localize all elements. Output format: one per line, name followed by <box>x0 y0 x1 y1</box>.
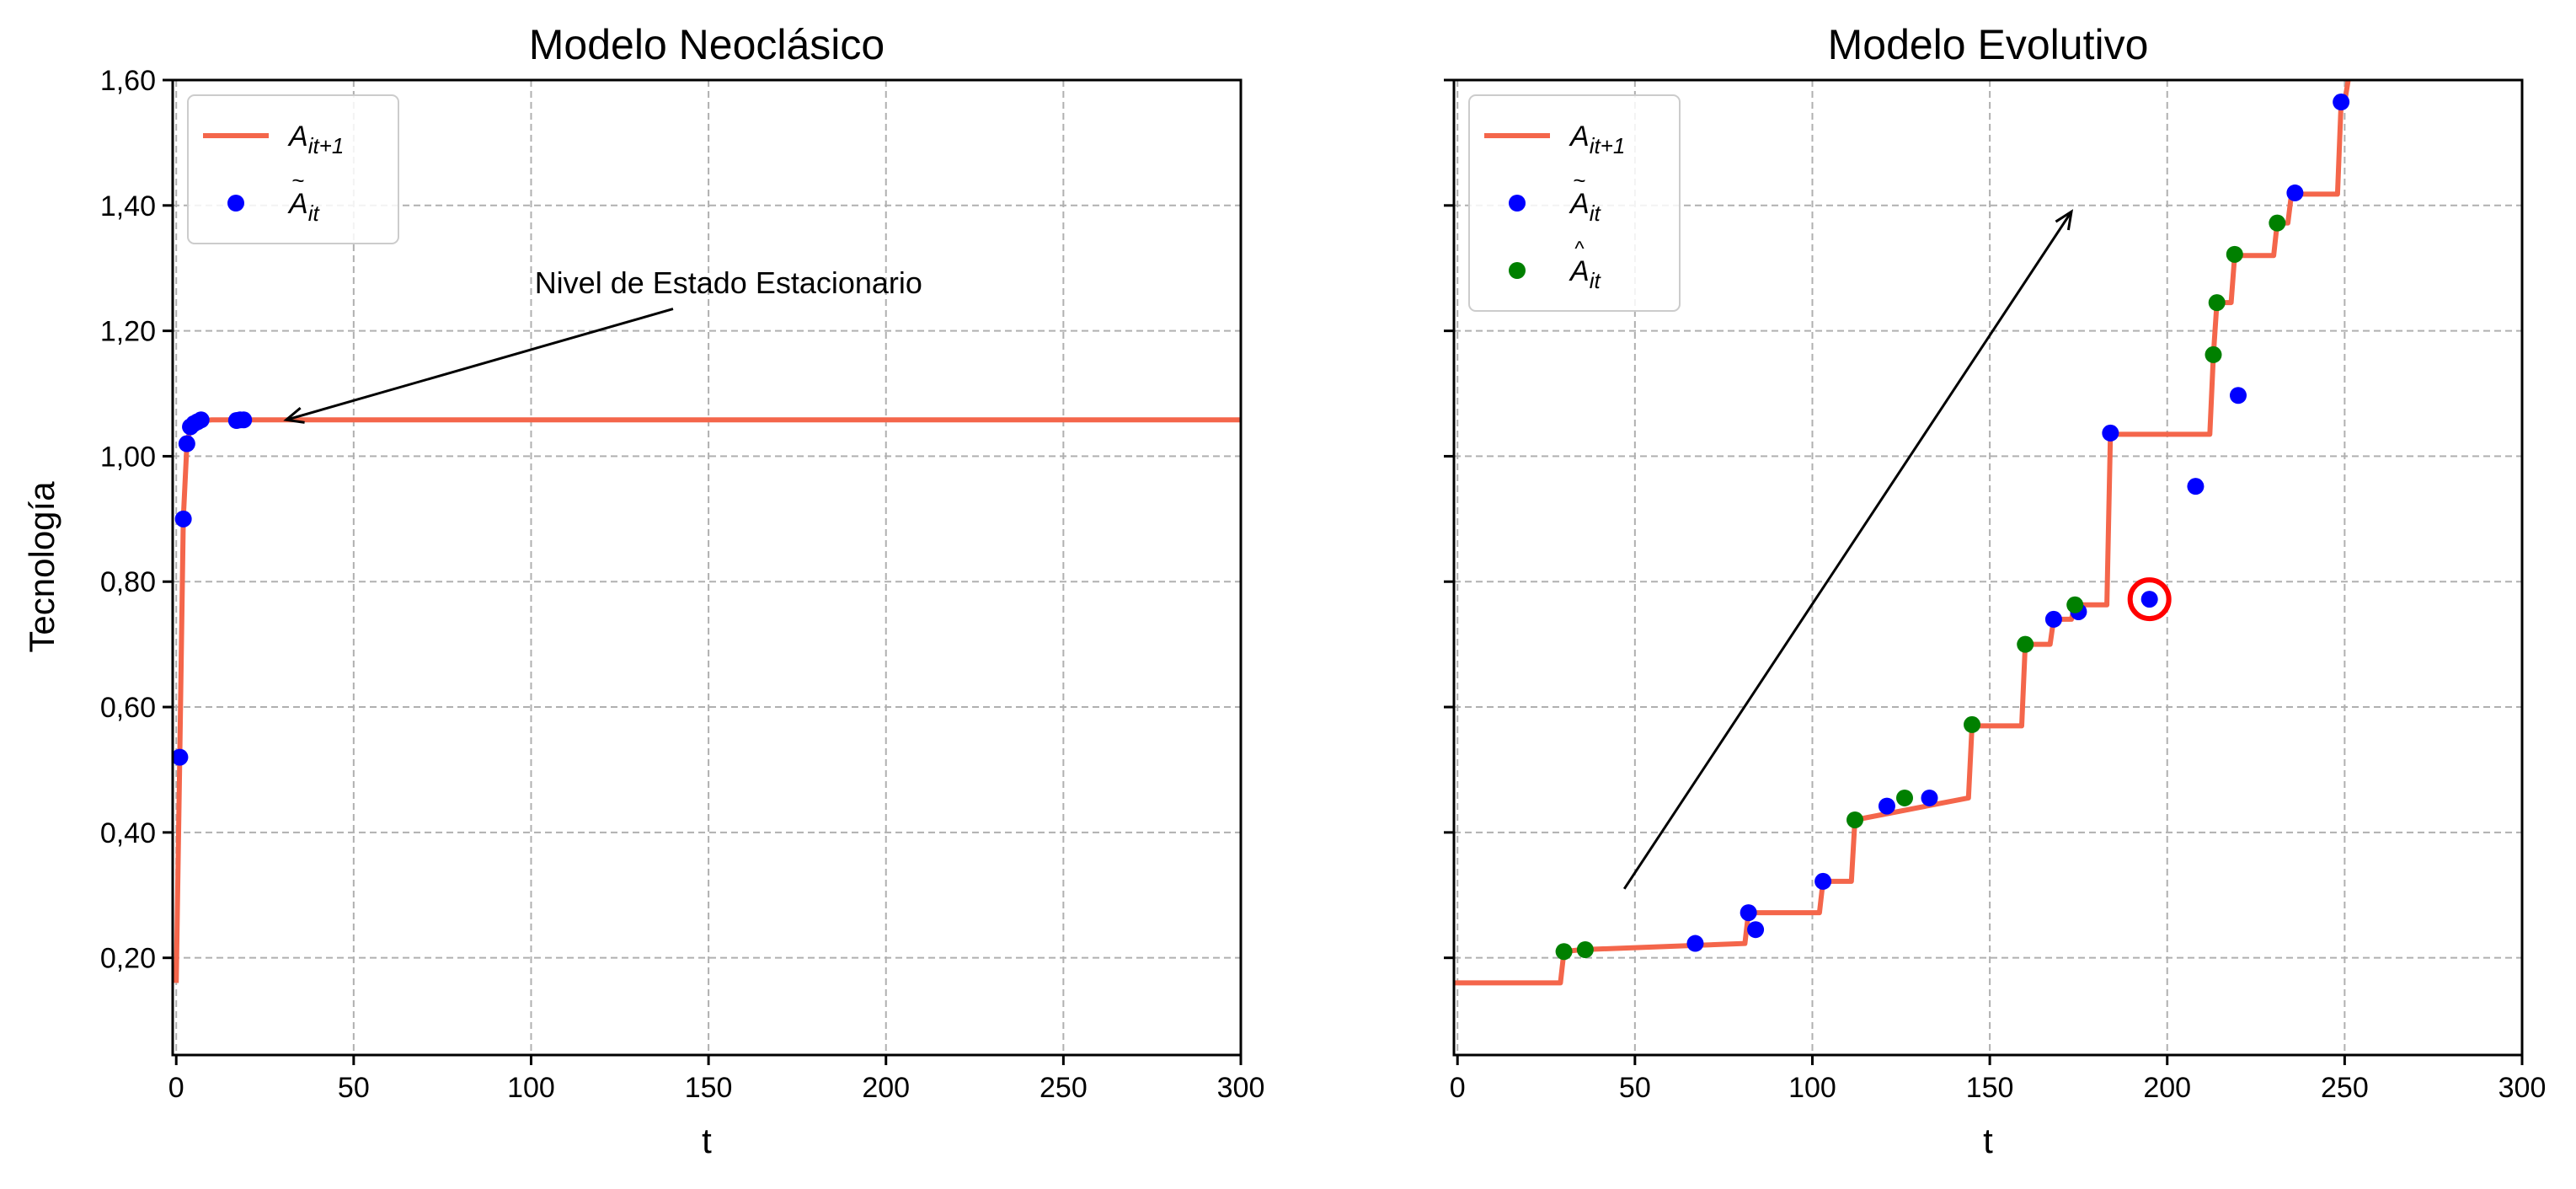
data-point-a-tilde <box>235 411 253 429</box>
x-tick-label: 300 <box>1217 1072 1265 1104</box>
annotations <box>1622 209 2074 890</box>
x-tick-label: 0 <box>168 1072 184 1104</box>
data-point-a-hat <box>2017 635 2034 653</box>
data-point-a-tilde <box>1921 789 1938 806</box>
legend-label: Ait+1 <box>287 121 344 158</box>
data-point-a-hat <box>1576 940 1594 958</box>
series-line-a-it-plus-1 <box>174 417 1241 983</box>
y-tick-label: 1,20 <box>100 316 156 348</box>
y-tick-label: 1,40 <box>100 190 156 222</box>
data-point-a-hat <box>2269 214 2286 232</box>
x-tick-label: 200 <box>862 1072 910 1104</box>
data-point-a-tilde <box>1747 921 1765 939</box>
annotation-arrow-line <box>286 308 674 421</box>
annotation-arrowhead <box>283 406 305 424</box>
data-point-a-tilde <box>2044 610 2062 628</box>
evolutionary-panel: 0 50 100 150 200 250 300 Modelo Evolutivo t Ai… <box>1444 21 2546 1160</box>
axis-ticks: 0 50 100 150 200 250 300 <box>1444 78 2547 1104</box>
chart-title: Modelo Neoclásico <box>529 21 884 68</box>
data-point-a-tilde <box>1814 872 1832 890</box>
data-point-a-tilde <box>178 435 195 453</box>
y-tick-label: 0,40 <box>100 817 156 849</box>
axes-frame <box>171 78 1243 1057</box>
data-point-a-tilde <box>1878 797 1895 815</box>
axes-frame <box>1452 78 2524 1057</box>
y-axis-label: Tecnología <box>22 481 61 653</box>
legend-accent: ~ <box>1573 168 1585 193</box>
data-point-a-tilde <box>192 411 210 429</box>
data-point-a-hat <box>1964 715 1981 733</box>
data-point-a-hat <box>2066 596 2084 613</box>
x-tick-label: 50 <box>1619 1072 1651 1104</box>
annotation-arrowhead <box>2055 209 2074 231</box>
legend-label: Ait <box>1569 255 1601 293</box>
legend-label: Ait+1 <box>1569 121 1625 158</box>
y-tick-label: 1,00 <box>100 441 156 473</box>
legend-marker-swatch <box>227 195 244 212</box>
data-point-a-tilde <box>2229 387 2247 404</box>
legend-accent: ~ <box>291 168 304 193</box>
axis-ticks: 0 50 100 150 200 250 300 0,20 0,40 0,60 0,80 1,00 1,… <box>100 65 1265 1104</box>
data-point-a-hat <box>1846 811 1864 828</box>
data-point-a-tilde <box>173 748 189 766</box>
x-tick-label: 100 <box>507 1072 555 1104</box>
neoclassical-panel: 0 50 100 150 200 250 300 0,20 0,40 0,60 0,80 1,00 1,… <box>22 21 1264 1160</box>
x-tick-label: 50 <box>338 1072 370 1104</box>
annotation-arrow-line <box>1622 211 2073 890</box>
x-tick-label: 150 <box>1966 1072 2014 1104</box>
chart-title: Modelo Evolutivo <box>1828 21 2149 68</box>
data-point-a-hat <box>1896 789 1914 806</box>
x-tick-label: 250 <box>2321 1072 2369 1104</box>
x-tick-label: 150 <box>685 1072 733 1104</box>
highlight-ring <box>2127 577 2172 622</box>
data-point-a-tilde <box>1686 935 1704 952</box>
legend-label: Ait <box>287 188 320 226</box>
x-axis-label: t <box>1983 1121 1993 1160</box>
data-point-a-hat <box>2208 294 2226 312</box>
x-tick-label: 200 <box>2143 1072 2191 1104</box>
data-point-a-hat <box>1555 943 1573 961</box>
data-point-a-hat <box>2205 345 2222 363</box>
x-axis-label: t <box>702 1121 712 1160</box>
data-point-a-tilde <box>2102 424 2119 442</box>
x-tick-label: 300 <box>2499 1072 2547 1104</box>
plot-area <box>173 411 1241 983</box>
x-tick-label: 0 <box>1450 1072 1466 1104</box>
data-point-a-tilde <box>1740 904 1757 922</box>
y-tick-label: 0,20 <box>100 943 156 975</box>
plot-area <box>1454 80 2351 986</box>
legend-marker-swatch <box>1509 195 1526 212</box>
legend-marker-swatch <box>1509 262 1526 279</box>
x-tick-label: 100 <box>1788 1072 1836 1104</box>
y-tick-label: 0,80 <box>100 566 156 598</box>
data-point-a-tilde <box>2187 478 2205 495</box>
y-tick-label: 0,60 <box>100 692 156 724</box>
data-point-a-tilde <box>174 510 192 528</box>
annotation-label: Nivel de Estado Estacionario <box>535 265 922 300</box>
data-point-a-tilde <box>2333 94 2350 111</box>
legend-box <box>1468 94 1681 312</box>
x-tick-label: 250 <box>1039 1072 1088 1104</box>
legend: Ait+1 Ait~ <box>187 94 399 244</box>
data-point-a-tilde <box>2286 184 2304 201</box>
data-point-a-hat <box>2226 245 2243 263</box>
y-tick-label: 1,60 <box>100 65 156 97</box>
annotations: Nivel de Estado Estacionario <box>283 265 922 424</box>
legend-label: Ait <box>1569 188 1601 226</box>
legend-accent: ^ <box>1574 238 1585 260</box>
data-point-a-tilde <box>2140 591 2158 608</box>
